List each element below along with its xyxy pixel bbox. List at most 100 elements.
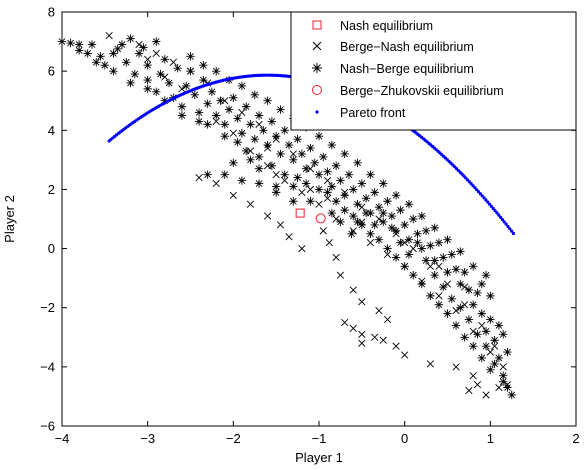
nash-berge-point: [203, 170, 212, 179]
nash-berge-point: [430, 270, 439, 280]
nash-berge-point: [451, 321, 461, 330]
nash-berge-point: [396, 205, 405, 215]
nash-berge-point: [426, 241, 435, 250]
berge-nash-point: [375, 307, 383, 315]
nash-berge-point: [430, 256, 439, 265]
nash-berge-point: [254, 111, 264, 120]
pareto-front-point: [506, 224, 510, 229]
nash-berge-point: [404, 250, 414, 259]
berge-nash-point: [298, 244, 306, 253]
nash-berge-point: [92, 58, 101, 67]
nash-berge-point: [481, 341, 491, 351]
berge-nash-point: [401, 239, 409, 247]
nash-berge-point: [340, 205, 349, 215]
nash-berge-point: [434, 238, 444, 247]
nash-berge-point: [477, 279, 486, 289]
nash-berge-point: [443, 309, 452, 318]
berge-nash-point: [469, 372, 477, 380]
berge-nash-point: [409, 244, 417, 253]
nash-berge-point: [443, 235, 452, 244]
nash-berge-point: [374, 235, 384, 244]
pareto-front-point: [480, 194, 484, 198]
berge-nash-point: [358, 330, 366, 338]
legend-label: Nash equilibrium: [340, 19, 433, 33]
nash-berge-point: [379, 208, 388, 218]
nash-berge-point: [400, 220, 409, 230]
nash-berge-point: [293, 173, 302, 182]
nash-berge-point: [357, 179, 367, 188]
legend-entry-berge-nash: Berge−Nash equilibrium: [312, 40, 474, 54]
berge-nash-point: [332, 253, 340, 262]
y-tick-label: 6: [48, 64, 55, 79]
nash-berge-point: [456, 247, 465, 256]
nash-berge-point: [246, 120, 255, 129]
berge-nash-point: [358, 298, 366, 306]
nash-berge-point: [327, 182, 337, 191]
berge-nash-point: [452, 307, 460, 315]
nash-berge-point: [289, 182, 298, 191]
y-tick-labels: −6 −4 −2 0 2 4 6 8: [40, 5, 55, 434]
nash-berge-point: [421, 256, 431, 265]
nash-berge-point: [379, 179, 388, 188]
berge-nash-point: [358, 339, 366, 347]
nash-berge-point: [259, 126, 268, 135]
berge-nash-point: [306, 185, 315, 194]
nash-berge-point: [498, 330, 508, 339]
berge-nash-point: [319, 227, 327, 235]
berge-nash-point: [298, 188, 306, 197]
nash-berge-point: [233, 114, 242, 123]
nash-berge-point: [194, 117, 204, 126]
pareto-front-point: [502, 220, 506, 224]
nash-berge-point: [130, 69, 140, 79]
nash-berge-point: [331, 197, 341, 206]
berge-nash-point: [272, 171, 280, 179]
berge-nash-point: [229, 191, 237, 199]
berge-nash-point: [366, 239, 375, 247]
pareto-front-point: [484, 198, 488, 202]
nash-berge-point: [347, 229, 356, 238]
nash-berge-point: [464, 285, 474, 295]
nash-berge-point: [498, 377, 508, 386]
nash-berge-point: [379, 217, 388, 227]
nash-berge-point: [293, 134, 302, 144]
berge-nash-point: [341, 188, 349, 197]
nash-berge-point: [177, 102, 187, 111]
berge-nash-point: [349, 324, 357, 333]
nash-berge-point: [216, 96, 225, 105]
nash-berge-point: [469, 262, 478, 271]
berge-nash-point: [435, 292, 443, 300]
berge-nash-point: [169, 58, 177, 66]
y-tick-label: −4: [40, 359, 55, 374]
nash-berge-point: [280, 170, 289, 179]
berge-nash-point: [349, 227, 357, 235]
nash-berge-point: [336, 176, 345, 185]
pareto-front-point: [498, 215, 503, 219]
nash-berge-point: [267, 117, 277, 126]
berge-nash-point: [152, 49, 160, 58]
legend-entry-nash-berge: Nash−Berge equilibrium: [312, 62, 474, 76]
nash-berge-point: [237, 129, 247, 138]
nash-berge-point: [229, 158, 238, 168]
nash-berge-point: [254, 179, 264, 188]
legend-marker-dot: [315, 110, 319, 114]
pareto-front-point: [495, 211, 499, 215]
nash-berge-point: [490, 336, 499, 345]
nash-berge-point: [396, 238, 405, 247]
nash-berge-point: [276, 149, 285, 159]
nash-berge-point: [224, 105, 234, 114]
y-axis-title: Player 2: [2, 195, 17, 243]
nash-berge-point: [113, 44, 122, 54]
nash-berge-point: [481, 327, 491, 336]
berge-nash-point: [263, 144, 272, 152]
nash-berge-point: [271, 182, 281, 191]
nash-berge-point: [460, 268, 469, 277]
nash-berge-point: [263, 96, 272, 105]
nash-berge-point: [404, 200, 414, 209]
legend-box: [290, 11, 577, 131]
berge-nash-point: [255, 120, 263, 128]
legend: Nash equilibrium Berge−Nash equilibrium …: [290, 11, 577, 131]
berge-nash-point: [186, 67, 195, 75]
legend-entry-pareto-front: Pareto front: [315, 106, 406, 120]
nash-berge-point: [430, 223, 439, 233]
berge-nash-point: [332, 215, 340, 223]
